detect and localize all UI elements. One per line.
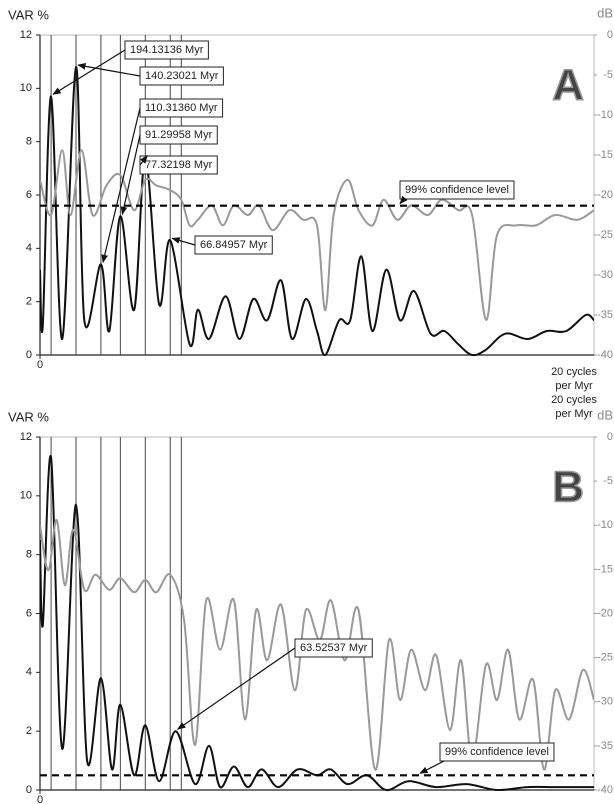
confidence-arrow	[419, 760, 445, 774]
confidence-label-box	[399, 180, 515, 200]
y2-tick-label: -40	[597, 349, 613, 361]
confidence-arrow	[399, 195, 408, 205]
y2-tick-label: -5	[603, 69, 613, 81]
annotation-label: 194.13136 Myr	[130, 44, 204, 56]
y2-axis-label: dB	[597, 407, 613, 422]
confidence-label-box	[439, 742, 555, 762]
panel: 0 2 4 6 8 10 12 0 -5 -10 -15 -20 -25 -30 -35 -40 0 VAR % d…	[8, 5, 613, 391]
plot-frame	[39, 436, 595, 791]
x-axis-label: 20 cycles	[551, 394, 597, 406]
x-tick-label: 0	[37, 359, 43, 371]
y2-tick-label: -20	[597, 189, 613, 201]
annotation-arrow	[52, 49, 126, 95]
series-line	[40, 65, 594, 357]
y2-axis-label: dB	[597, 5, 613, 20]
y-tick-label: 0	[26, 784, 32, 796]
x-axis-label: per Myr	[555, 380, 593, 392]
annotation-label: 140.23021 Myr	[145, 70, 219, 82]
annotation-label: 110.31360 Myr	[145, 102, 218, 114]
annotation-label: 63.52537 Myr	[300, 642, 368, 654]
y-tick-label: 4	[26, 666, 32, 678]
annotation-label: 66.84957 Myr	[200, 239, 268, 251]
y2-tick-label: -5	[603, 475, 613, 487]
y-tick-label: 2	[26, 725, 32, 737]
series-line	[40, 518, 594, 771]
panel: 0 2 4 6 8 10 12 0 -5 -10 -15 -20 -25 -30 -35 -40 0 VAR % d…	[8, 394, 613, 804]
annotation-arrow	[120, 134, 141, 216]
y-tick-label: 8	[26, 136, 32, 148]
y2-tick-label: -35	[597, 740, 613, 752]
panel-label: B	[552, 463, 584, 512]
annotation-arrow	[171, 237, 196, 246]
confidence-label: 99% confidence level	[445, 746, 549, 758]
y2-tick-label: 0	[607, 29, 613, 41]
y2-tick-label: -40	[597, 784, 613, 796]
x-axis-label: 20 cycles	[551, 366, 597, 378]
y-tick-label: 10	[20, 490, 32, 502]
annotation-arrow	[101, 107, 141, 264]
y-axis-label: VAR %	[8, 409, 49, 424]
y2-tick-label: 0	[607, 431, 613, 443]
annotation-arrow	[177, 647, 296, 730]
y-tick-label: 2	[26, 296, 32, 308]
y2-tick-label: -25	[597, 652, 613, 664]
annotation-label: 91.29958 Myr	[145, 129, 213, 141]
annotation-label: 77.32198 Myr	[145, 159, 213, 171]
y2-tick-label: -15	[597, 149, 613, 161]
series-line	[40, 454, 594, 792]
x-axis-label: per Myr	[555, 408, 593, 420]
y-tick-label: 6	[26, 607, 32, 619]
series-line	[40, 149, 594, 321]
y2-tick-label: -10	[597, 519, 613, 531]
y2-tick-label: -30	[597, 696, 613, 708]
y-tick-label: 8	[26, 549, 32, 561]
y2-tick-label: -20	[597, 607, 613, 619]
y2-tick-label: -35	[597, 309, 613, 321]
x-tick-label: 0	[37, 794, 43, 804]
y-tick-label: 12	[20, 431, 32, 443]
series-group	[40, 454, 594, 792]
y-tick-label: 10	[20, 82, 32, 94]
y2-tick-label: -15	[597, 563, 613, 575]
series-group	[40, 65, 594, 357]
annotation-arrow	[139, 155, 148, 166]
y-tick-label: 12	[20, 29, 32, 41]
confidence-label: 99% confidence level	[405, 184, 509, 196]
y2-tick-label: -25	[597, 229, 613, 241]
y-tick-label: 6	[26, 189, 32, 201]
annotation-arrow	[77, 63, 141, 77]
y-tick-label: 4	[26, 242, 32, 254]
panel-label: A	[552, 61, 584, 110]
y2-tick-label: -10	[597, 109, 613, 121]
y2-tick-label: -30	[597, 269, 613, 281]
y-tick-label: 0	[26, 349, 32, 361]
y-axis-label: VAR %	[8, 7, 49, 22]
